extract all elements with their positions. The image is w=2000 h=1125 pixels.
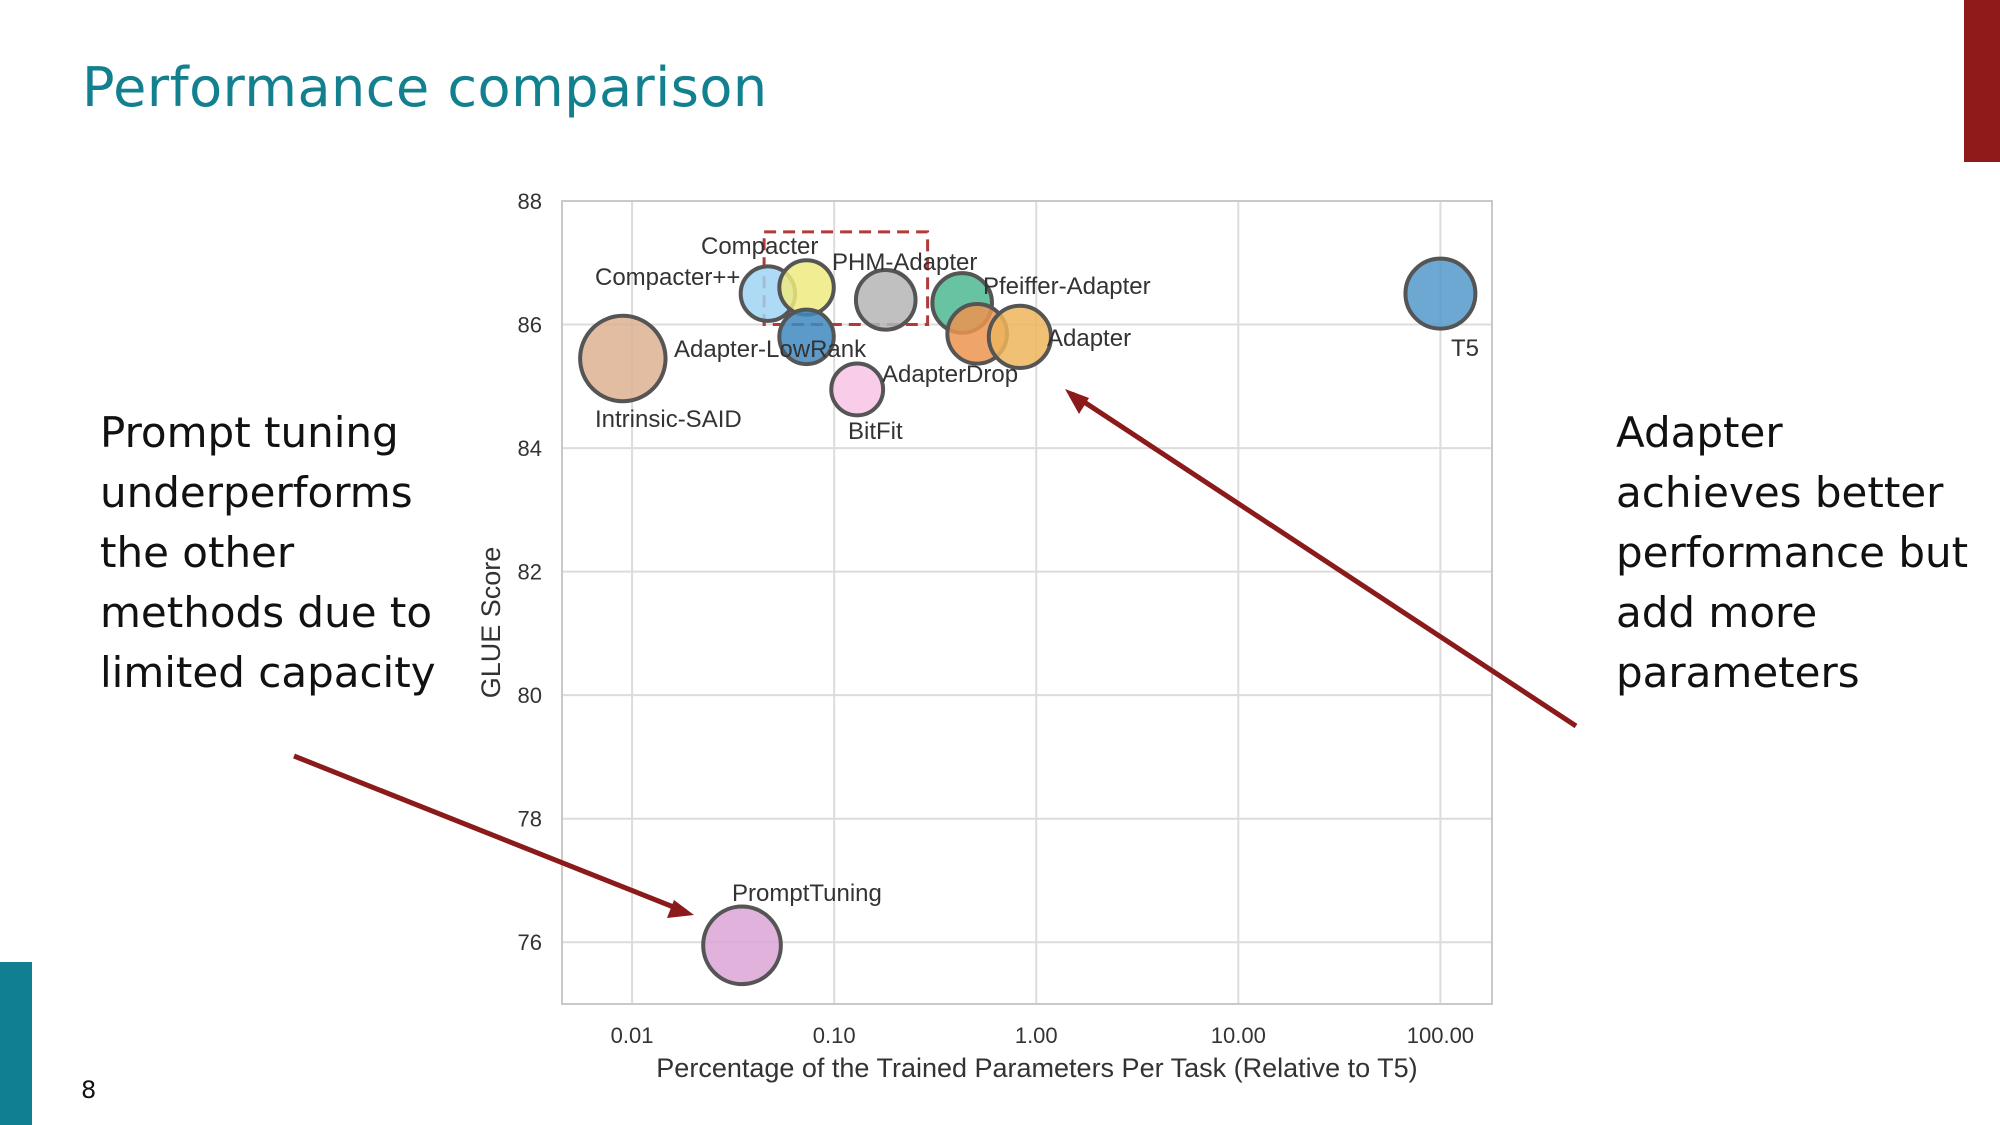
annotation-adapter: Adapter achieves better performance but …: [1616, 408, 1969, 697]
y-tick-label: 82: [518, 560, 542, 585]
y-tick-label: 86: [518, 313, 542, 338]
point-phm-adapter: [853, 268, 918, 332]
x-axis-label: Percentage of the Trained Parameters Per…: [656, 1053, 1417, 1083]
point-label: Compacter++: [595, 264, 740, 291]
data-points: [578, 256, 1478, 987]
accent-bar-bottom-left: [0, 962, 32, 1125]
point-adapter: [986, 303, 1053, 370]
point-bitfit: [829, 361, 886, 418]
y-tick-label: 80: [518, 683, 542, 708]
point-label: Compacter: [701, 233, 818, 260]
point-t5: [1403, 256, 1478, 331]
point-label: PromptTuning: [732, 880, 882, 907]
y-tick-label: 88: [518, 189, 542, 214]
x-tick-label: 0.01: [611, 1023, 654, 1048]
point-label: Adapter-LowRank: [674, 336, 867, 363]
x-tick-label: 10.00: [1211, 1023, 1266, 1048]
tick-labels: 0.01 0.10 1.00 10.00 100.00 76 78 80 82 84 86 88: [518, 189, 1475, 1048]
y-tick-label: 76: [518, 930, 542, 955]
point-prompttuning: [701, 904, 783, 987]
y-tick-label: 78: [518, 807, 542, 832]
arrow-to-prompt-tuning: [293, 753, 687, 915]
point-label: Intrinsic-SAID: [595, 406, 742, 433]
annotation-arrows: [293, 389, 1578, 918]
annotation-prompt-tuning: Prompt tuning underperforms the other me…: [100, 408, 436, 697]
x-tick-label: 100.00: [1407, 1023, 1474, 1048]
point-label: Pfeiffer-Adapter: [983, 273, 1151, 300]
x-tick-label: 0.10: [813, 1023, 856, 1048]
y-axis-label: GLUE Score: [476, 547, 506, 699]
point-label: AdapterDrop: [882, 361, 1018, 388]
accent-bar-top-right: [1964, 0, 2000, 162]
arrow-to-adapter-head: [1065, 389, 1089, 414]
plot-frame: [561, 200, 1493, 1005]
y-tick-label: 84: [518, 436, 542, 461]
slide-title: Performance comparison: [82, 56, 768, 119]
x-tick-label: 1.00: [1015, 1023, 1058, 1048]
arrow-to-adapter: [1070, 391, 1578, 729]
point-compacter: [777, 258, 836, 317]
page-number: 8: [81, 1076, 97, 1104]
point-intrinsic-said: [578, 313, 668, 404]
point-adapter-lowrank: [777, 307, 836, 367]
point-labels: Intrinsic-SAID Compacter++ Compacter Adapte…: [595, 233, 1479, 907]
point-label: T5: [1451, 335, 1479, 362]
arrow-to-prompt-tuning-head: [667, 900, 694, 918]
point-label: Adapter: [1047, 325, 1131, 352]
point-label: PHM-Adapter: [832, 249, 977, 276]
point-label: BitFit: [848, 418, 903, 445]
